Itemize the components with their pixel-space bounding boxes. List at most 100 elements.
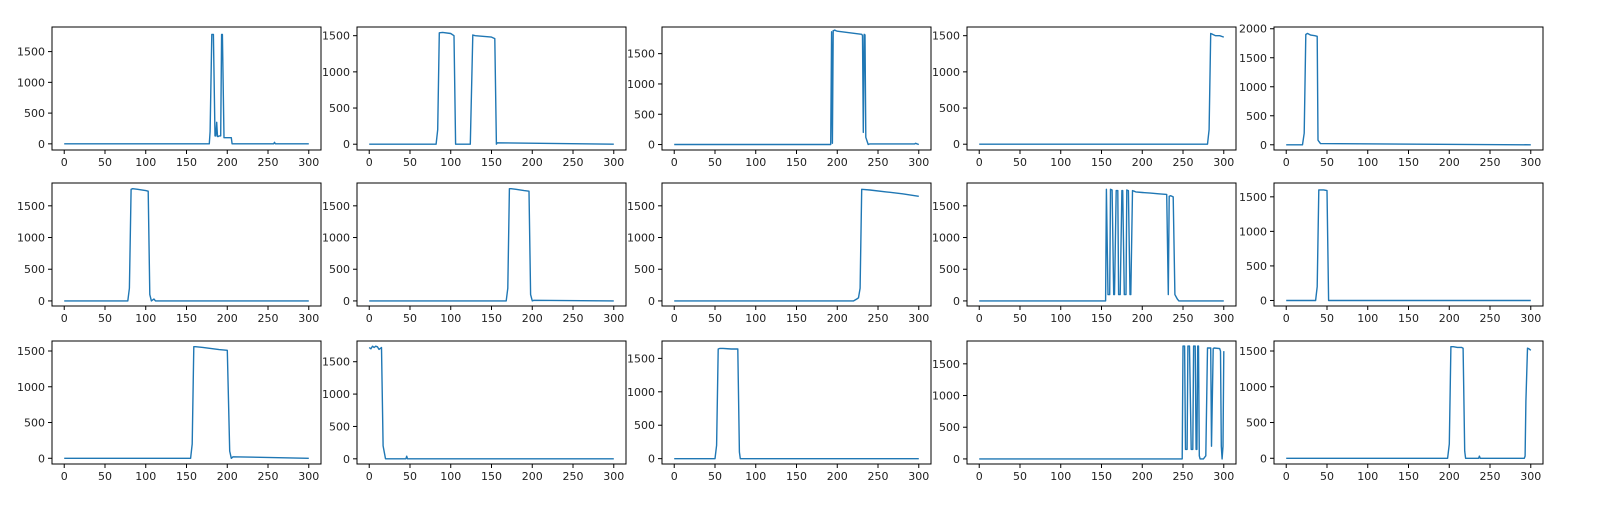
x-tick-label: 150 [1091,156,1112,169]
x-tick-label: 250 [258,312,279,325]
subplot-2: 0 50 100 150 200 250 300 0 500 1000 1500 [322,26,627,169]
series-line [979,32,1225,145]
series-line [979,188,1224,302]
series-line [369,31,614,145]
x-tick-label: 0 [366,470,373,483]
y-tick-label: 1000 [932,232,960,245]
x-tick-label: 0 [671,470,678,483]
y-tick-label: 500 [329,420,350,433]
y-tick-label: 500 [24,107,45,120]
y-tick-label: 500 [939,263,960,276]
series-line [1286,32,1531,146]
x-tick-label: 50 [1013,156,1027,169]
y-tick-label: 1500 [17,46,45,59]
y-tick-label: 500 [329,263,350,276]
x-tick-label: 200 [1132,470,1153,483]
x-tick-label: 0 [976,156,983,169]
y-tick-label: 1500 [627,48,655,61]
x-tick-label: 100 [135,156,156,169]
subplot-3: 0 50 100 150 200 250 300 0 500 1000 1500 [627,26,932,169]
y-tick-label: 500 [939,102,960,115]
y-tick-label: 1500 [932,200,960,213]
y-tick-label: 1000 [17,381,45,394]
x-tick-label: 150 [481,312,502,325]
x-tick-label: 200 [217,470,238,483]
x-tick-label: 200 [1132,312,1153,325]
x-tick-label: 50 [403,470,417,483]
x-tick-label: 0 [61,156,68,169]
series-line [1286,346,1532,459]
y-tick-label: 1000 [932,66,960,79]
x-tick-label: 200 [522,470,543,483]
x-tick-label: 200 [827,312,848,325]
x-tick-label: 100 [1050,470,1071,483]
subplot-1: 0 50 100 150 200 250 300 0 500 1000 1500 [17,26,322,169]
x-tick-label: 50 [1320,470,1334,483]
series-line [674,188,919,302]
y-tick-label: 0 [1260,294,1267,307]
y-tick-label: 1000 [627,78,655,91]
x-tick-label: 300 [1213,312,1234,325]
series-line [674,29,920,146]
x-tick-label: 150 [1398,156,1419,169]
x-tick-label: 100 [440,156,461,169]
x-tick-label: 150 [176,470,197,483]
series-line [64,33,309,145]
x-tick-label: 50 [403,156,417,169]
y-tick-label: 1500 [322,356,350,369]
x-tick-label: 250 [868,312,889,325]
x-tick-label: 100 [745,156,766,169]
x-tick-label: 0 [1283,312,1290,325]
x-tick-label: 0 [671,156,678,169]
y-tick-label: 0 [343,138,350,151]
x-tick-label: 150 [481,470,502,483]
axes-frame [661,26,932,151]
x-tick-label: 250 [1173,470,1194,483]
x-tick-label: 100 [440,312,461,325]
x-tick-label: 50 [708,312,722,325]
y-tick-label: 0 [648,453,655,466]
axes-frame [356,182,627,307]
x-tick-label: 0 [1283,470,1290,483]
x-tick-label: 150 [1398,470,1419,483]
x-tick-label: 0 [1283,156,1290,169]
series-line [979,345,1225,460]
x-tick-label: 50 [98,312,112,325]
y-tick-label: 1000 [627,232,655,245]
x-tick-label: 0 [61,312,68,325]
x-tick-label: 150 [1091,470,1112,483]
x-tick-label: 200 [827,156,848,169]
x-tick-label: 300 [1520,156,1541,169]
subplot-13: 0 50 100 150 200 250 300 0 500 1000 1500 [627,340,932,483]
x-tick-label: 150 [481,156,502,169]
x-tick-label: 250 [258,156,279,169]
axes-frame [356,340,627,465]
y-tick-label: 1000 [932,390,960,403]
x-tick-label: 200 [522,312,543,325]
axes-frame [51,26,322,151]
x-tick-label: 300 [298,470,319,483]
y-tick-label: 0 [1260,139,1267,152]
y-tick-label: 500 [329,102,350,115]
axes-frame [51,182,322,307]
x-tick-label: 150 [1398,312,1419,325]
x-tick-label: 300 [1213,156,1234,169]
series-line [64,346,309,459]
y-tick-label: 1500 [17,200,45,213]
x-tick-label: 250 [868,156,889,169]
x-tick-label: 0 [976,312,983,325]
y-tick-label: 1500 [322,30,350,43]
x-tick-label: 250 [258,470,279,483]
x-tick-label: 100 [1357,470,1378,483]
x-tick-label: 150 [786,312,807,325]
y-tick-label: 1500 [627,200,655,213]
subplot-12: 0 50 100 150 200 250 300 0 500 1000 1500 [322,340,627,483]
x-tick-label: 300 [603,156,624,169]
subplot-8: 0 50 100 150 200 250 300 0 500 1000 1500 [627,182,932,325]
x-tick-label: 100 [1050,312,1071,325]
y-tick-label: 500 [1246,417,1267,430]
series-line [1286,189,1531,302]
x-tick-label: 0 [671,312,678,325]
y-tick-label: 1500 [932,30,960,43]
x-tick-label: 100 [135,470,156,483]
